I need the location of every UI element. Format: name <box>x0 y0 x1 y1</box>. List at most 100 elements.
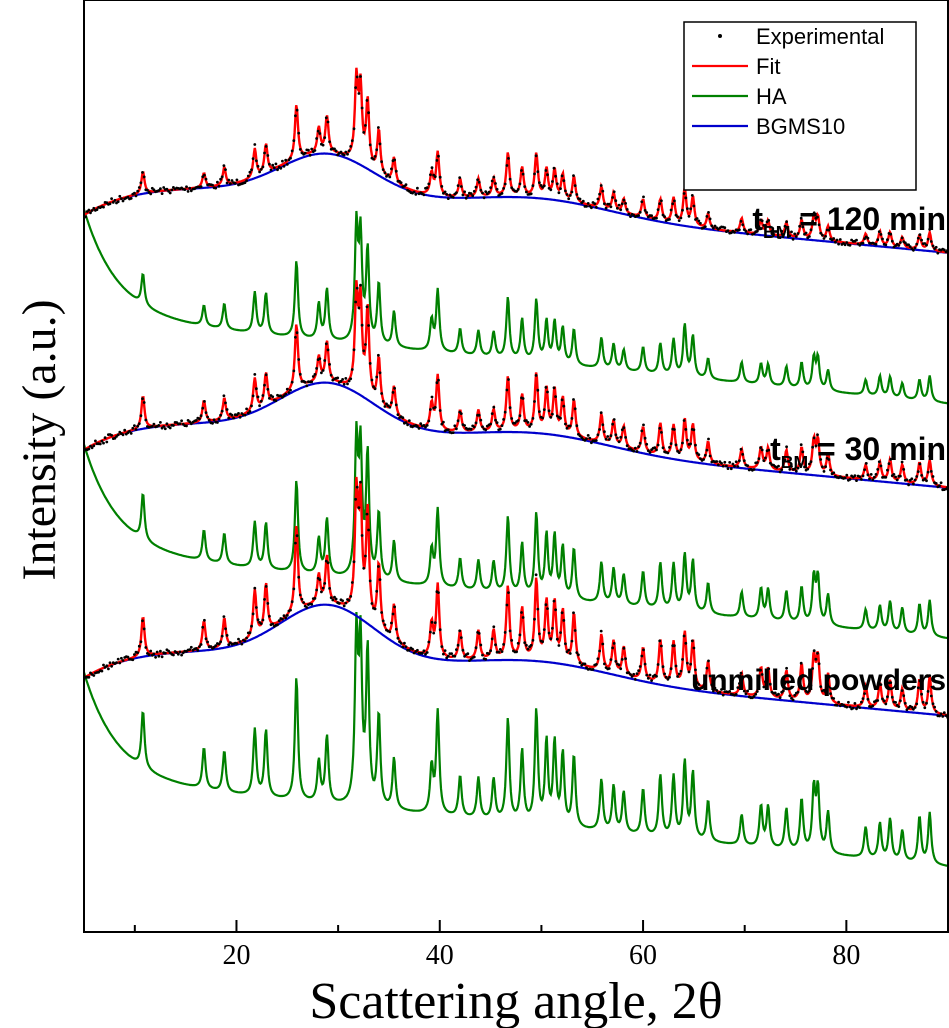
experimental-point <box>211 183 214 187</box>
experimental-point <box>632 672 636 676</box>
experimental-point <box>848 705 852 709</box>
experimental-point <box>502 643 505 646</box>
experimental-point <box>178 650 182 654</box>
experimental-point <box>399 181 403 185</box>
experimental-point <box>900 460 904 464</box>
experimental-point <box>352 348 356 352</box>
experimental-point <box>360 106 364 110</box>
experimental-point <box>596 433 600 437</box>
experimental-point <box>617 203 621 207</box>
experimental-point <box>616 436 619 440</box>
experimental-point <box>681 441 684 445</box>
experimental-point <box>277 619 281 623</box>
experimental-point <box>487 190 491 194</box>
experimental-point <box>271 622 275 626</box>
experimental-point <box>817 443 821 447</box>
experimental-point <box>617 440 621 444</box>
experimental-point <box>907 243 910 247</box>
experimental-point <box>346 382 349 386</box>
experimental-point <box>723 226 727 230</box>
experimental-point <box>656 443 660 447</box>
experimental-point <box>349 377 353 381</box>
experimental-point <box>697 683 701 686</box>
experimental-point <box>733 464 736 468</box>
experimental-point <box>538 181 541 185</box>
experimental-point <box>755 461 759 464</box>
experimental-point <box>575 193 579 196</box>
experimental-point <box>520 611 523 614</box>
experimental-point <box>821 465 824 469</box>
experimental-point <box>853 474 857 477</box>
experimental-point <box>216 421 219 424</box>
experimental-point <box>456 419 460 423</box>
experimental-point <box>471 194 475 198</box>
experimental-point <box>302 601 305 604</box>
experimental-point <box>687 670 691 674</box>
experimental-point <box>549 637 553 641</box>
experimental-point <box>289 608 292 612</box>
experimental-point <box>738 682 741 685</box>
experimental-point <box>481 191 484 195</box>
experimental-point <box>573 407 577 411</box>
experimental-point <box>479 643 483 647</box>
experimental-point <box>708 217 712 221</box>
experimental-point <box>552 166 556 170</box>
experimental-point <box>162 186 166 189</box>
experimental-point <box>424 652 427 656</box>
experimental-point <box>417 427 421 430</box>
experimental-point <box>884 243 888 247</box>
experimental-point <box>110 433 113 437</box>
experimental-point <box>217 417 221 421</box>
experimental-point <box>646 676 650 680</box>
experimental-point <box>692 646 696 650</box>
experimental-point <box>928 228 932 231</box>
experimental-point <box>185 185 188 189</box>
experimental-point <box>892 473 896 476</box>
experimental-point <box>256 164 260 168</box>
experimental-point <box>435 159 439 162</box>
experimental-point <box>373 155 377 158</box>
experimental-point <box>95 208 99 212</box>
experimental-point <box>658 639 662 643</box>
experimental-point <box>274 399 278 403</box>
experimental-point <box>521 397 525 400</box>
experimental-point <box>534 573 538 577</box>
experimental-point <box>627 671 631 674</box>
experimental-point <box>585 205 588 208</box>
experimental-point <box>905 478 909 482</box>
experimental-point <box>481 653 484 657</box>
experimental-point <box>890 239 894 243</box>
experimental-point <box>281 396 284 399</box>
experimental-point <box>435 381 439 385</box>
experimental-point <box>629 673 632 676</box>
experimental-point <box>466 652 470 656</box>
experimental-point <box>564 422 567 426</box>
experimental-point <box>794 235 798 238</box>
experimental-point <box>204 177 208 181</box>
experimental-point <box>515 650 518 654</box>
experimental-point <box>934 245 938 249</box>
experimental-point <box>907 483 910 487</box>
experimental-point <box>477 632 481 635</box>
experimental-point <box>315 137 318 140</box>
experimental-point <box>812 211 816 215</box>
experimental-point <box>759 668 762 672</box>
experimental-point <box>703 453 707 457</box>
experimental-point <box>861 474 865 478</box>
experimental-point <box>653 446 657 450</box>
experimental-point <box>601 189 605 193</box>
experimental-point <box>295 331 299 335</box>
experimental-point <box>746 464 749 467</box>
experimental-point <box>655 674 658 678</box>
experimental-point <box>944 714 948 717</box>
experimental-point <box>692 428 696 432</box>
experimental-point <box>264 585 268 588</box>
experimental-point <box>786 680 790 684</box>
experimental-point <box>786 231 790 234</box>
experimental-point <box>586 434 590 437</box>
experimental-point <box>916 686 920 690</box>
experimental-point <box>767 448 771 452</box>
experimental-point <box>603 662 606 666</box>
experimental-point <box>133 653 136 656</box>
experimental-point <box>199 185 203 189</box>
